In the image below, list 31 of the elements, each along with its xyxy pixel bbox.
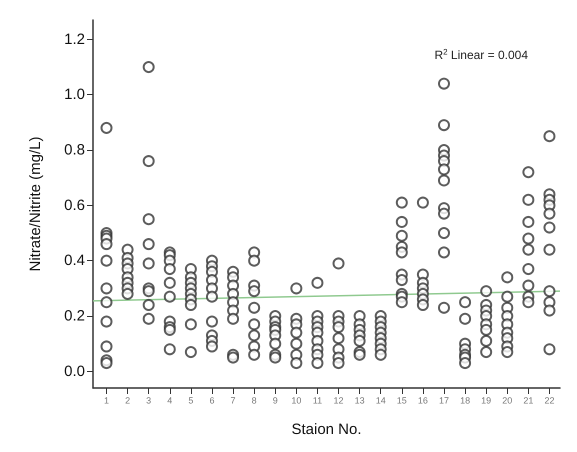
y-tick-label: 0.8 xyxy=(64,142,85,159)
x-tick-label: 9 xyxy=(272,396,278,406)
x-tick-label: 15 xyxy=(396,396,407,406)
y-tick-label: 0.4 xyxy=(64,252,85,270)
x-tick-label: 11 xyxy=(312,396,322,406)
x-tick-label: 21 xyxy=(523,396,534,406)
x-tick-label: 3 xyxy=(146,396,152,406)
x-tick-label: 16 xyxy=(418,396,428,406)
y-tick-label: 0.0 xyxy=(64,362,85,380)
x-tick-label: 17 xyxy=(438,396,449,406)
x-tick-label: 22 xyxy=(544,396,554,406)
y-tick-label: 0.2 xyxy=(64,308,85,325)
y-tick-label: 1.2 xyxy=(64,30,85,48)
x-tick-label: 1 xyxy=(104,396,110,406)
y-axis-title: Nitrate/Nitrite (mg/L) xyxy=(27,136,44,272)
x-tick-label: 14 xyxy=(376,396,386,406)
y-tick-label: 1.0 xyxy=(64,86,85,104)
x-tick-label: 20 xyxy=(502,396,512,406)
y-tick-label: 0.6 xyxy=(64,196,85,214)
x-axis-title: Staion No. xyxy=(291,421,362,438)
x-tick-label: 8 xyxy=(252,396,257,406)
x-tick-label: 5 xyxy=(188,396,194,406)
x-tick-label: 7 xyxy=(230,396,236,406)
x-tick-label: 6 xyxy=(209,396,214,406)
x-tick-label: 19 xyxy=(481,396,492,406)
x-tick-label: 2 xyxy=(125,396,130,406)
x-tick-label: 13 xyxy=(354,396,365,406)
x-tick-label: 18 xyxy=(460,396,470,406)
x-tick-label: 10 xyxy=(291,396,302,406)
x-tick-label: 12 xyxy=(334,396,344,406)
x-tick-label: 4 xyxy=(167,396,172,406)
